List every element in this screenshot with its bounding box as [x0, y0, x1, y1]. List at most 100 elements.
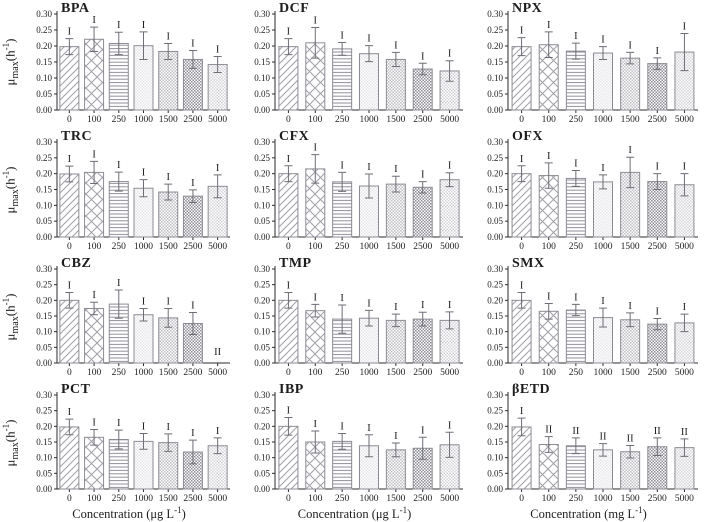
y-tick-label: 0.25 [36, 280, 52, 290]
error-bar [391, 51, 400, 67]
error-bar [90, 301, 99, 316]
y-tick-label: 0.10 [254, 327, 270, 337]
y-tick-label: 0.30 [36, 9, 52, 19]
bar-cbz-100 [84, 307, 105, 364]
sig-label: I [601, 296, 605, 307]
sig-label: I [287, 406, 291, 417]
y-tick-label: 0.10 [254, 73, 270, 83]
x-axis-title: Concentration (μg L-1) [297, 505, 412, 522]
sig-label: I [520, 281, 524, 292]
sig-label: I [216, 45, 220, 56]
bar-cfx-0 [278, 173, 299, 238]
error-bar [284, 165, 293, 183]
x-tick-label: 1500 [386, 368, 405, 378]
sig-label: I [421, 51, 425, 62]
error-bar [599, 443, 607, 457]
y-tick-label: 0.25 [254, 25, 270, 35]
error-bar [517, 292, 526, 309]
x-tick-label: 250 [112, 368, 127, 378]
error-bar [365, 434, 373, 458]
bar-bpa-0 [59, 46, 80, 111]
y-tick-label: 0.20 [254, 169, 270, 179]
y-tick-label: 0.15 [36, 311, 52, 321]
x-tick-label: 1500 [159, 368, 178, 378]
y-tick-label: 0.25 [36, 406, 52, 416]
y-tick-label: 0.20 [36, 295, 52, 305]
error-bar [338, 304, 347, 334]
sig-label: I [340, 422, 344, 433]
panel-trc: μmax(h-1) 0.00 0.05 0.10 0.15 0.20 0.25 0.30 0 I 1… [0, 128, 238, 255]
sig-label: I [191, 428, 195, 439]
error-bar [626, 444, 635, 459]
y-tick-label: 0.30 [487, 137, 503, 147]
sig-label: I [287, 154, 291, 165]
chart-tmp: 0.00 0.05 0.10 0.15 0.20 0.25 0.30 0 I 100 I 250 I 10… [254, 256, 463, 378]
error-bar [65, 38, 74, 56]
y-axis-title: μmax(h-1) [1, 166, 21, 214]
error-bar [114, 429, 123, 450]
x-tick-label: 1000 [594, 115, 613, 125]
x-tick-label: 0 [286, 494, 291, 504]
sig-label: I [601, 35, 605, 46]
error-bar [365, 45, 373, 63]
x-tick-label: 100 [542, 494, 557, 504]
y-tick-label: 0.05 [254, 468, 270, 478]
error-bar [311, 154, 320, 184]
sig-label: I [216, 163, 220, 174]
y-tick-label: 0.20 [254, 41, 270, 51]
y-tick-label: 0.10 [254, 200, 270, 210]
sig-label: I [394, 431, 398, 442]
panel-ibp: 0.00 0.05 0.10 0.15 0.20 0.25 0.30 0 I 100 I 250 I 10… [238, 381, 471, 521]
error-bar [139, 179, 148, 198]
chart-ibp: 0.00 0.05 0.10 0.15 0.20 0.25 0.30 0 I 100 I 250 I 10… [254, 382, 463, 504]
sig-label: I [314, 15, 318, 26]
x-tick-label: 1500 [159, 494, 178, 504]
sig-label: I [367, 298, 371, 309]
y-tick-label: 0.25 [254, 153, 270, 163]
error-bar [391, 175, 400, 193]
error-bar [90, 160, 99, 184]
y-tick-label: 0.00 [254, 232, 270, 242]
error-bar [599, 174, 607, 190]
error-bar [65, 165, 74, 183]
x-tick-label: 5000 [440, 242, 459, 252]
x-tick-label: 5000 [208, 494, 227, 504]
sig-label: I [117, 160, 121, 171]
sig-label: I [92, 417, 96, 428]
sig-label: I [142, 422, 146, 433]
error-bar [365, 309, 373, 327]
error-bar [164, 42, 173, 60]
x-tick-label: 0 [519, 115, 524, 125]
error-bar [680, 33, 689, 72]
y-tick-label: 0.10 [487, 453, 503, 463]
x-tick-label: 1500 [386, 115, 405, 125]
y-tick-label: 0.15 [254, 57, 270, 67]
sig-label: I [117, 418, 121, 429]
sig-label: I [656, 162, 660, 173]
error-bar [188, 312, 197, 335]
chart-ofx: 0.00 0.05 0.10 0.15 0.20 0.25 0.30 0 I 100 I 250 I 10… [487, 129, 698, 252]
y-tick-label: 0.15 [254, 185, 270, 195]
y-axis-title: μmax(h-1) [1, 419, 21, 467]
y-tick-label: 0.05 [487, 342, 503, 352]
bar-npx-0 [511, 46, 532, 111]
x-tick-label: 100 [542, 368, 557, 378]
y-tick-label: 0.20 [254, 295, 270, 305]
error-bar [626, 156, 635, 189]
chart-cfx: 0.00 0.05 0.10 0.15 0.20 0.25 0.30 0 I 100 I 250 I 10… [254, 129, 463, 252]
panel-tmp: 0.00 0.05 0.10 0.15 0.20 0.25 0.30 0 I 100 I 250 I 10… [238, 255, 471, 381]
panel-cfx: 0.00 0.05 0.10 0.15 0.20 0.25 0.30 0 I 100 I 250 I 10… [238, 128, 471, 255]
bar-bpa-1500 [158, 50, 179, 111]
y-tick-label: 0.10 [487, 327, 503, 337]
x-tick-label: 1000 [360, 368, 379, 378]
y-tick-label: 0.30 [254, 390, 270, 400]
chart-trc: 0.00 0.05 0.10 0.15 0.20 0.25 0.30 0 I 100 I 250 I 10… [36, 129, 230, 252]
panel-pct: μmax(h-1) 0.00 0.05 0.10 0.15 0.20 0.25 0.30 0 I 1… [0, 381, 238, 521]
error-bar [114, 289, 123, 319]
sig-label: I [367, 162, 371, 173]
y-tick-label: 0.25 [487, 280, 503, 290]
sig-label: I [166, 422, 170, 433]
x-tick-label: 250 [335, 494, 350, 504]
sig-label: I [628, 301, 632, 312]
sig-label: I [92, 149, 96, 160]
